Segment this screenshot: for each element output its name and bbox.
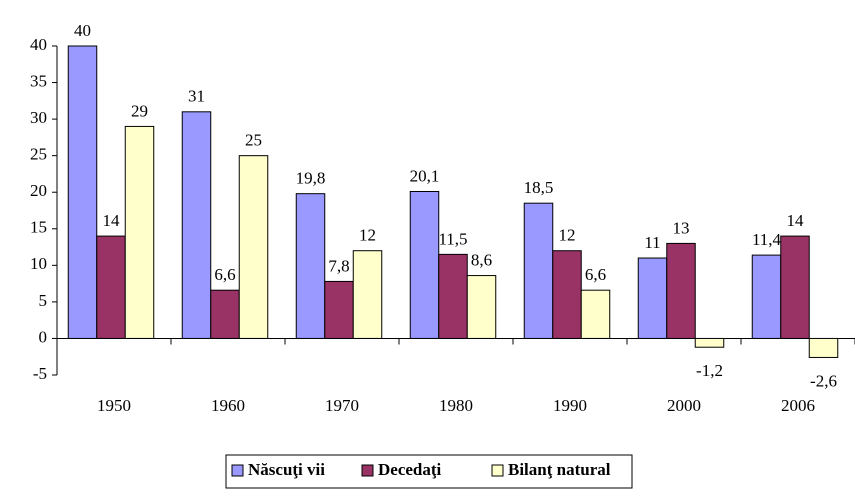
value-label: 20,1 [410,166,440,185]
x-tick-label: 2000 [667,396,701,415]
bar [181,111,212,339]
x-tick-label: 2006 [781,396,815,415]
x-tick-label: 1980 [439,396,473,415]
value-label: 12 [559,226,576,245]
bar [523,202,554,339]
x-tick-label: 1970 [325,396,359,415]
value-label: 40 [74,21,91,40]
bar [780,235,810,339]
value-label: 14 [787,211,805,230]
value-label: 19,8 [296,169,326,188]
y-tick-label: 0 [39,327,48,346]
value-label: 13 [673,218,690,237]
bar [808,337,839,358]
legend-label: Bilanţ natural [508,460,611,479]
bar [409,190,440,339]
legend-swatch [361,464,374,477]
value-label: -2,6 [810,371,837,390]
bar [96,235,126,339]
x-tick-label: 1950 [97,396,131,415]
value-label: 18,5 [524,178,554,197]
y-tick-label: 20 [30,181,47,200]
bar [637,257,668,339]
value-label: 7,8 [328,256,349,275]
bar [324,280,354,339]
value-label: 14 [103,211,121,230]
bar [67,45,98,339]
y-tick-label: 30 [30,108,47,127]
bar [124,125,155,339]
y-tick-label: 5 [39,291,48,310]
legend-box [225,454,633,489]
legend-swatch [491,464,504,477]
y-tick-label: 15 [30,218,47,237]
y-tick-label: 10 [30,254,47,273]
y-tick-label: 25 [30,145,47,164]
value-label: 11 [644,233,660,252]
legend-label: Decedaţi [378,460,442,479]
bar [438,253,468,339]
y-tick-label: 40 [30,35,47,54]
y-tick-label: -5 [33,364,47,383]
value-label: 29 [131,101,148,120]
legend-label: Născuţi vii [248,460,325,479]
bar [210,289,240,339]
value-label: 31 [188,87,205,106]
y-tick-label: 35 [30,71,47,90]
bar [666,242,696,339]
value-label: 12 [359,226,376,245]
legend-swatch [231,464,244,477]
value-label: 11,5 [438,229,467,248]
bar [295,193,326,339]
value-label: 6,6 [585,265,606,284]
value-label: 25 [245,131,262,150]
bar [238,155,269,339]
bar [580,289,611,339]
value-label: 6,6 [214,265,235,284]
value-label: -1,2 [696,361,723,380]
bar [552,250,582,339]
x-tick-label: 1960 [211,396,245,415]
value-label: 11,4 [752,230,782,249]
x-tick-label: 1990 [553,396,587,415]
bar [466,275,497,339]
bar [694,337,725,348]
value-label: 8,6 [471,250,492,269]
bar [751,254,782,339]
bar [352,250,383,339]
